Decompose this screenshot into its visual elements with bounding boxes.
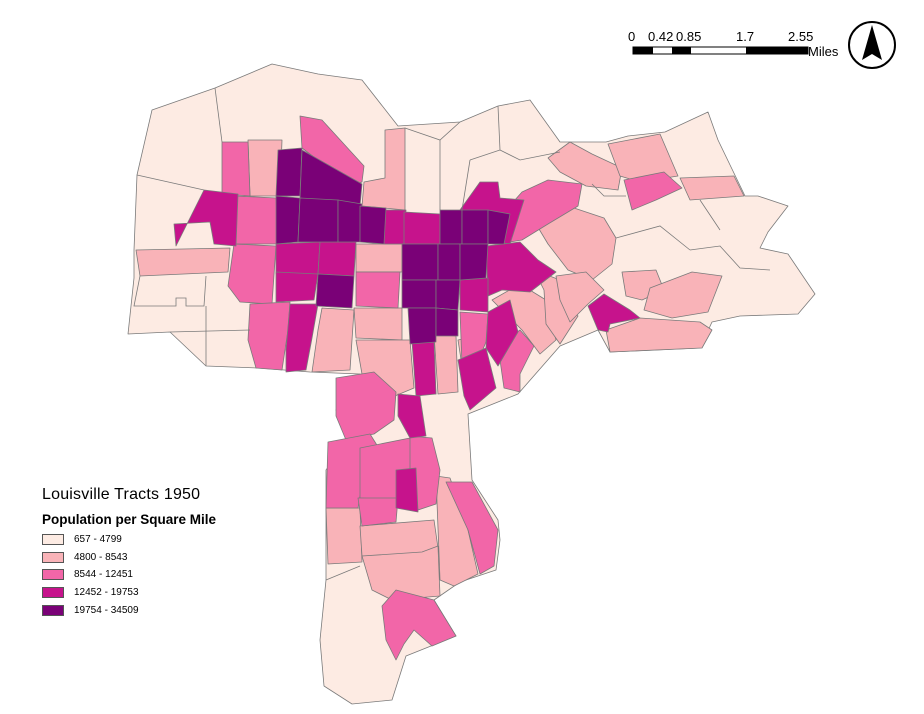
map-title: Louisville Tracts 1950 bbox=[42, 486, 201, 503]
tract bbox=[439, 209, 463, 245]
tract bbox=[505, 179, 583, 243]
tract bbox=[547, 141, 623, 191]
tract bbox=[135, 247, 231, 277]
tract bbox=[485, 299, 519, 367]
tract bbox=[403, 211, 441, 245]
scale-unit-label: Miles bbox=[808, 44, 839, 59]
legend-label: 4800 - 8543 bbox=[74, 551, 128, 563]
scale-tick-label: 0 bbox=[628, 29, 635, 44]
scale-tick-label: 0.85 bbox=[676, 29, 701, 44]
tract bbox=[679, 175, 745, 201]
tract bbox=[587, 293, 641, 333]
legend-swatch bbox=[42, 534, 64, 546]
tract bbox=[227, 243, 277, 305]
tract bbox=[355, 271, 401, 309]
tract bbox=[311, 307, 355, 373]
scale-tick-label: 0.42 bbox=[648, 29, 673, 44]
tract bbox=[383, 209, 407, 245]
legend-swatch bbox=[42, 604, 64, 616]
tract bbox=[401, 279, 437, 309]
tract bbox=[355, 339, 415, 399]
legend-item: 8544 - 12451 bbox=[42, 566, 216, 584]
tract bbox=[359, 205, 387, 245]
tract bbox=[445, 481, 499, 575]
tract bbox=[487, 209, 511, 245]
tract bbox=[459, 277, 489, 313]
map-legend: Louisville Tracts 1950 Population per Sq… bbox=[42, 486, 216, 619]
tract bbox=[397, 393, 427, 439]
tract bbox=[173, 189, 239, 247]
legend-item: 657 - 4799 bbox=[42, 531, 216, 549]
tract bbox=[437, 243, 461, 281]
scale-tick-label: 2.55 bbox=[788, 29, 813, 44]
tract bbox=[275, 147, 303, 197]
north-arrow-icon bbox=[848, 21, 896, 69]
tract bbox=[401, 243, 439, 281]
legend-label: 12452 - 19753 bbox=[74, 587, 139, 599]
tract bbox=[435, 279, 461, 311]
tract bbox=[457, 347, 497, 411]
tract bbox=[395, 467, 419, 513]
legend-label: 8544 - 12451 bbox=[74, 569, 133, 581]
tract bbox=[411, 339, 437, 397]
tract bbox=[325, 507, 363, 565]
tract bbox=[643, 271, 723, 319]
tract bbox=[357, 497, 399, 527]
tract bbox=[459, 243, 489, 281]
tract bbox=[235, 195, 279, 245]
tract bbox=[275, 195, 301, 245]
tract bbox=[247, 301, 291, 371]
tract bbox=[435, 475, 479, 587]
legend-item: 12452 - 19753 bbox=[42, 584, 216, 602]
tract bbox=[315, 273, 355, 309]
tract bbox=[381, 589, 457, 661]
tract bbox=[355, 243, 403, 273]
tract bbox=[433, 333, 459, 395]
tract bbox=[335, 371, 397, 441]
legend-swatch bbox=[42, 569, 64, 581]
tract bbox=[361, 545, 441, 601]
legend-variable: Population per Square Mile bbox=[42, 512, 217, 527]
tract bbox=[297, 197, 339, 243]
tract bbox=[407, 307, 437, 345]
legend-item: 19754 - 34509 bbox=[42, 601, 216, 619]
legend-label: 19754 - 34509 bbox=[74, 604, 139, 616]
legend-item: 4800 - 8543 bbox=[42, 549, 216, 567]
tract bbox=[461, 209, 489, 245]
tract bbox=[221, 141, 251, 197]
tract bbox=[623, 171, 683, 211]
tract bbox=[353, 307, 403, 341]
scale-bar: 0 0.42 0.85 1.7 2.55 Miles bbox=[628, 29, 839, 59]
tract bbox=[555, 271, 605, 323]
tract bbox=[317, 241, 357, 277]
tract bbox=[529, 205, 617, 281]
tract bbox=[485, 241, 557, 297]
legend-swatch bbox=[42, 587, 64, 599]
legend-label: 657 - 4799 bbox=[74, 534, 122, 546]
tract bbox=[337, 199, 363, 243]
tract bbox=[435, 307, 459, 337]
legend-swatch bbox=[42, 551, 64, 563]
tract bbox=[275, 241, 321, 275]
tract bbox=[275, 271, 319, 303]
scale-tick-label: 1.7 bbox=[736, 29, 754, 44]
tract-boundaries bbox=[133, 87, 771, 581]
